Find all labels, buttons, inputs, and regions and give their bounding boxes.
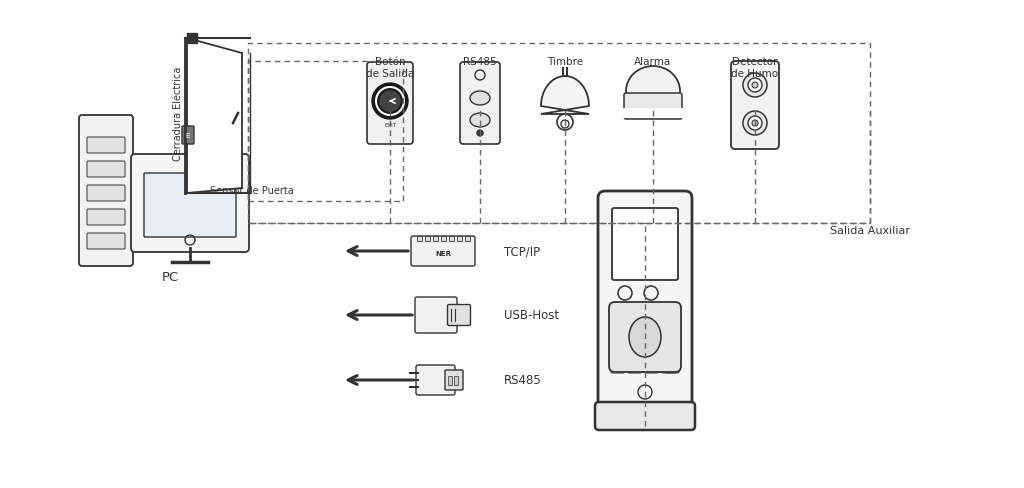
FancyBboxPatch shape: [87, 138, 125, 154]
FancyBboxPatch shape: [611, 343, 624, 356]
FancyBboxPatch shape: [87, 234, 125, 249]
FancyBboxPatch shape: [415, 297, 457, 333]
Polygon shape: [187, 39, 242, 194]
FancyBboxPatch shape: [645, 360, 658, 373]
Ellipse shape: [470, 114, 490, 128]
FancyBboxPatch shape: [662, 326, 675, 339]
FancyBboxPatch shape: [186, 34, 197, 43]
FancyBboxPatch shape: [645, 343, 658, 356]
FancyBboxPatch shape: [417, 236, 422, 242]
FancyBboxPatch shape: [367, 63, 413, 145]
Text: RS485: RS485: [463, 57, 497, 67]
FancyBboxPatch shape: [624, 94, 682, 120]
Circle shape: [752, 83, 758, 89]
Text: Salida Auxiliar: Salida Auxiliar: [830, 225, 910, 236]
FancyBboxPatch shape: [449, 236, 455, 242]
Text: EXIT: EXIT: [384, 123, 396, 128]
FancyBboxPatch shape: [416, 365, 455, 395]
Text: Alarma: Alarma: [635, 57, 672, 67]
Text: RS485: RS485: [504, 374, 542, 386]
FancyBboxPatch shape: [87, 185, 125, 202]
FancyBboxPatch shape: [447, 305, 470, 326]
Text: USB-Host: USB-Host: [504, 309, 559, 322]
FancyBboxPatch shape: [425, 236, 430, 242]
FancyBboxPatch shape: [645, 326, 658, 339]
FancyBboxPatch shape: [447, 376, 453, 386]
Text: Timbre: Timbre: [547, 57, 583, 67]
Ellipse shape: [629, 317, 662, 357]
FancyBboxPatch shape: [131, 155, 249, 252]
FancyBboxPatch shape: [595, 402, 695, 430]
FancyBboxPatch shape: [662, 360, 675, 373]
Ellipse shape: [626, 67, 680, 117]
Text: Cerradura Eléctrica: Cerradura Eléctrica: [173, 67, 183, 161]
Text: PC: PC: [162, 270, 178, 284]
FancyBboxPatch shape: [731, 62, 779, 150]
Circle shape: [477, 131, 483, 137]
FancyBboxPatch shape: [460, 63, 500, 145]
FancyBboxPatch shape: [611, 326, 624, 339]
FancyBboxPatch shape: [628, 326, 641, 339]
Ellipse shape: [470, 92, 490, 106]
FancyBboxPatch shape: [87, 162, 125, 178]
FancyBboxPatch shape: [433, 236, 438, 242]
FancyBboxPatch shape: [612, 208, 678, 281]
FancyBboxPatch shape: [454, 376, 459, 386]
FancyBboxPatch shape: [457, 236, 462, 242]
Text: E: E: [185, 133, 190, 139]
FancyBboxPatch shape: [79, 116, 133, 266]
FancyBboxPatch shape: [666, 326, 679, 339]
FancyBboxPatch shape: [411, 237, 475, 266]
FancyBboxPatch shape: [666, 360, 679, 373]
FancyBboxPatch shape: [182, 127, 194, 145]
FancyBboxPatch shape: [611, 360, 624, 373]
FancyBboxPatch shape: [465, 236, 470, 242]
FancyBboxPatch shape: [87, 209, 125, 225]
FancyBboxPatch shape: [662, 343, 675, 356]
Polygon shape: [541, 77, 589, 115]
Circle shape: [743, 112, 767, 136]
FancyBboxPatch shape: [445, 370, 463, 390]
FancyBboxPatch shape: [666, 343, 679, 356]
Text: Detector
de Humo: Detector de Humo: [731, 57, 778, 79]
Text: NER: NER: [435, 250, 451, 257]
Circle shape: [743, 74, 767, 98]
Circle shape: [557, 115, 573, 131]
FancyBboxPatch shape: [144, 174, 236, 238]
FancyBboxPatch shape: [440, 236, 446, 242]
Text: Botón
de Salida: Botón de Salida: [366, 57, 414, 79]
Text: TCP/IP: TCP/IP: [504, 245, 540, 258]
Circle shape: [748, 117, 762, 131]
Circle shape: [752, 121, 758, 127]
FancyBboxPatch shape: [628, 343, 641, 356]
Circle shape: [748, 79, 762, 93]
Polygon shape: [623, 109, 683, 119]
Circle shape: [372, 84, 408, 120]
Text: Sensor de Puerta: Sensor de Puerta: [210, 185, 294, 196]
Circle shape: [380, 92, 400, 112]
FancyBboxPatch shape: [609, 303, 681, 372]
FancyBboxPatch shape: [628, 360, 641, 373]
FancyBboxPatch shape: [598, 192, 692, 415]
